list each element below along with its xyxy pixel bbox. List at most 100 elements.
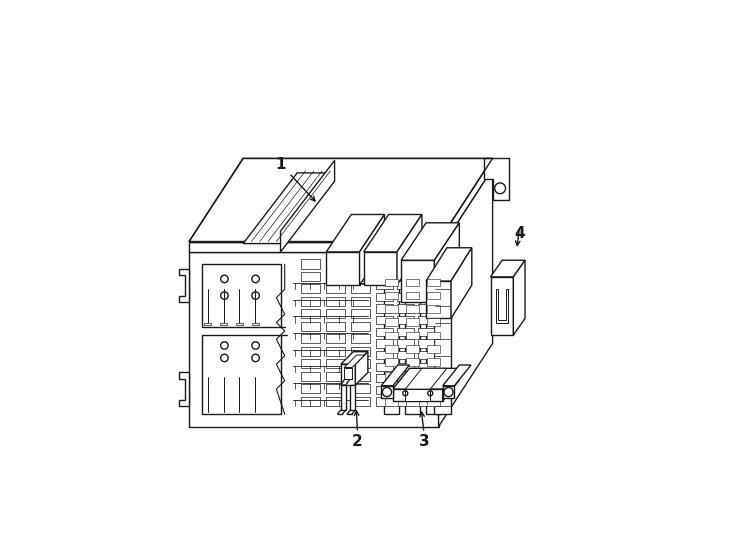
Polygon shape — [418, 386, 435, 394]
Polygon shape — [189, 168, 493, 252]
Polygon shape — [302, 285, 320, 294]
Polygon shape — [327, 359, 345, 368]
Polygon shape — [341, 385, 346, 410]
Polygon shape — [352, 285, 370, 294]
Polygon shape — [385, 385, 399, 393]
Polygon shape — [202, 265, 280, 327]
Polygon shape — [427, 359, 440, 366]
Polygon shape — [377, 316, 393, 324]
Text: 1: 1 — [275, 157, 286, 172]
Polygon shape — [344, 368, 352, 379]
Polygon shape — [406, 319, 419, 326]
Polygon shape — [397, 339, 413, 348]
Polygon shape — [427, 399, 440, 406]
Polygon shape — [385, 399, 399, 406]
Polygon shape — [406, 305, 419, 313]
Polygon shape — [397, 386, 413, 394]
Polygon shape — [435, 223, 459, 302]
Polygon shape — [427, 385, 440, 393]
Polygon shape — [377, 305, 393, 313]
Polygon shape — [341, 379, 350, 385]
Polygon shape — [426, 273, 440, 414]
Polygon shape — [397, 397, 413, 406]
Polygon shape — [178, 268, 189, 302]
Polygon shape — [418, 339, 435, 348]
Polygon shape — [443, 368, 459, 401]
Polygon shape — [341, 364, 355, 385]
Polygon shape — [418, 328, 435, 336]
Polygon shape — [302, 297, 320, 306]
Polygon shape — [302, 347, 320, 356]
Polygon shape — [360, 214, 385, 285]
Polygon shape — [406, 279, 419, 286]
Polygon shape — [406, 332, 419, 339]
Polygon shape — [490, 277, 513, 335]
Polygon shape — [405, 273, 420, 414]
Polygon shape — [302, 396, 320, 406]
Polygon shape — [406, 292, 419, 299]
Polygon shape — [302, 372, 320, 381]
Polygon shape — [426, 248, 472, 281]
Polygon shape — [327, 396, 345, 406]
Polygon shape — [377, 362, 393, 371]
Polygon shape — [397, 293, 413, 301]
Polygon shape — [418, 362, 435, 371]
Polygon shape — [377, 293, 393, 301]
Polygon shape — [202, 335, 280, 414]
Polygon shape — [302, 309, 320, 319]
Polygon shape — [397, 214, 422, 285]
Polygon shape — [364, 214, 422, 252]
Polygon shape — [393, 368, 459, 389]
Polygon shape — [327, 252, 360, 285]
Polygon shape — [397, 328, 413, 336]
Polygon shape — [397, 374, 413, 382]
Polygon shape — [377, 281, 393, 289]
Polygon shape — [405, 389, 430, 401]
Polygon shape — [406, 399, 419, 406]
Polygon shape — [406, 345, 419, 353]
Polygon shape — [352, 334, 370, 343]
Polygon shape — [393, 389, 443, 401]
Polygon shape — [438, 168, 493, 427]
Polygon shape — [280, 160, 335, 252]
Polygon shape — [397, 316, 413, 324]
Polygon shape — [427, 292, 440, 299]
Polygon shape — [385, 319, 399, 326]
Polygon shape — [377, 386, 393, 394]
Polygon shape — [443, 386, 454, 399]
Polygon shape — [397, 351, 413, 359]
Polygon shape — [377, 351, 393, 359]
Polygon shape — [418, 293, 435, 301]
Polygon shape — [418, 281, 435, 289]
Polygon shape — [427, 332, 440, 339]
Polygon shape — [327, 334, 345, 343]
Polygon shape — [377, 339, 393, 348]
Polygon shape — [377, 269, 393, 278]
Polygon shape — [302, 272, 320, 281]
Polygon shape — [352, 396, 370, 406]
Polygon shape — [385, 332, 399, 339]
Polygon shape — [302, 322, 320, 331]
Polygon shape — [352, 297, 370, 306]
Polygon shape — [302, 259, 320, 268]
Polygon shape — [418, 269, 435, 278]
Polygon shape — [385, 372, 399, 379]
Polygon shape — [427, 345, 440, 353]
Polygon shape — [352, 372, 370, 381]
Polygon shape — [385, 305, 399, 313]
Polygon shape — [341, 352, 368, 364]
Polygon shape — [189, 252, 438, 427]
Polygon shape — [327, 214, 385, 252]
Polygon shape — [344, 355, 365, 368]
Polygon shape — [352, 259, 370, 268]
Polygon shape — [495, 289, 509, 322]
Polygon shape — [381, 386, 393, 399]
Polygon shape — [435, 273, 451, 414]
Polygon shape — [427, 372, 440, 379]
Polygon shape — [220, 322, 227, 325]
Polygon shape — [381, 365, 410, 386]
Polygon shape — [327, 297, 345, 306]
Text: 2: 2 — [352, 434, 363, 449]
Polygon shape — [377, 374, 393, 382]
Polygon shape — [405, 368, 447, 389]
